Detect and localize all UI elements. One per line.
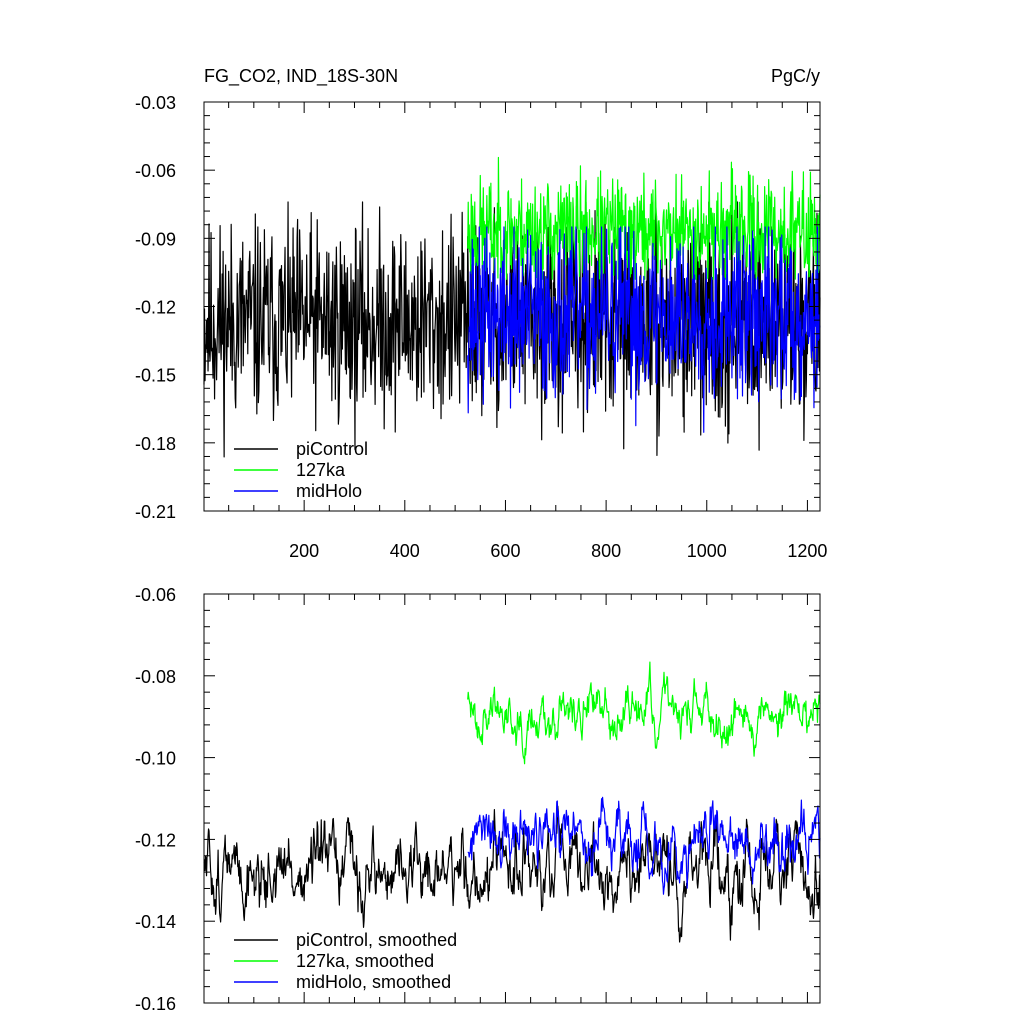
y-tick-label: -0.18 [135, 434, 176, 454]
x-tick-label: 200 [289, 541, 319, 561]
x-tick-label: 800 [591, 541, 621, 561]
legend-label: midHolo [296, 481, 362, 501]
series-line-0 [203, 805, 821, 943]
x-tick-label: 1000 [687, 541, 727, 561]
x-tick-label: 400 [390, 541, 420, 561]
panel-raw: -0.03 -0.06 -0.09 -0.12 -0.15 -0.18 -0.21 200 40… [135, 93, 827, 561]
series-line-2 [467, 226, 821, 433]
legend-label: piControl, smoothed [296, 930, 457, 950]
legend-label: midHolo, smoothed [296, 972, 451, 992]
y-tick-label: -0.15 [135, 366, 176, 386]
y-tick-label: -0.14 [135, 912, 176, 932]
y-tick-label: -0.03 [135, 93, 176, 113]
units-label: PgC/y [771, 66, 820, 86]
y-tick-label: -0.08 [135, 667, 176, 687]
y-tick-label: -0.16 [135, 994, 176, 1014]
legend-label: piControl [296, 439, 368, 459]
y-tick-label: -0.12 [135, 830, 176, 850]
series-line-1 [467, 661, 821, 765]
legend-label: 127ka, smoothed [296, 951, 434, 971]
panel-smoothed: -0.06 -0.08 -0.10 -0.12 -0.14 -0.16 piControl,… [135, 585, 821, 1014]
y-tick-label: -0.09 [135, 229, 176, 249]
y-tick-label: -0.06 [135, 585, 176, 605]
y-tick-label: -0.06 [135, 161, 176, 181]
series-line-1 [467, 156, 821, 280]
y-tick-label: -0.21 [135, 502, 176, 522]
y-tick-label: -0.10 [135, 749, 176, 769]
figure-title: FG_CO2, IND_18S-30N [204, 66, 398, 87]
y-tick-label: -0.12 [135, 298, 176, 318]
series-line-2 [467, 796, 821, 895]
plot-frame [203, 593, 821, 1004]
x-tick-label: 600 [490, 541, 520, 561]
legend-label: 127ka [296, 460, 346, 480]
x-tick-label: 1200 [787, 541, 827, 561]
